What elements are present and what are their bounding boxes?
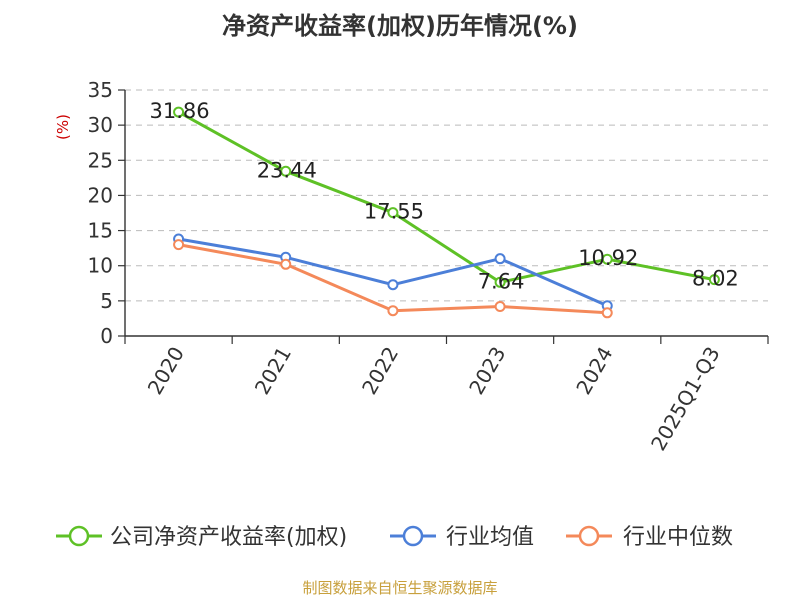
legend-marker <box>402 525 424 547</box>
series-0-point-2024 <box>601 253 613 265</box>
x-tick-label-2022: 2022 <box>357 343 403 399</box>
series-2-point-2023 <box>494 300 506 312</box>
series-2-point-2024 <box>601 307 613 319</box>
series-line-0 <box>177 110 715 284</box>
legend-marker <box>578 525 600 547</box>
y-tick-label-0: 0 <box>100 324 113 348</box>
series-0-point-2023 <box>494 276 506 288</box>
x-tick-label-2021: 2021 <box>250 343 296 399</box>
series-0-point-2022 <box>387 207 399 219</box>
series-2-point-2022 <box>387 305 399 317</box>
y-tick-label-35: 35 <box>88 78 113 102</box>
series-2-point-2020 <box>173 239 185 251</box>
chart-title: 净资产收益率(加权)历年情况(%) <box>222 12 578 40</box>
legend-marker <box>68 525 90 547</box>
legend-item-2: 行业中位数 <box>566 525 733 550</box>
y-axis-unit: (%) <box>54 114 72 140</box>
legend-item-0: 公司净资产收益率(加权) <box>56 525 347 550</box>
data-label-2023: 7.64 <box>478 269 525 293</box>
series-0-point-2020 <box>173 106 185 118</box>
grid-lines <box>125 89 768 302</box>
y-tick-label-30: 30 <box>88 113 113 137</box>
series-lines <box>173 106 720 319</box>
y-tick-label-15: 15 <box>88 219 113 243</box>
x-tick-label-2020: 2020 <box>143 343 189 399</box>
data-label-2020: 31.86 <box>150 99 210 123</box>
legend: 公司净资产收益率(加权) 行业均值 行业中位数 <box>56 525 733 550</box>
y-tick-label-5: 5 <box>100 289 113 313</box>
series-2-point-2021 <box>280 258 292 270</box>
y-tick-label-20: 20 <box>88 183 113 207</box>
axes: 0 5 10 15 20 25 30 35 2020 2021 2022 2023 2024 2025Q1… <box>88 78 769 455</box>
x-tick-label-2023: 2023 <box>464 343 510 399</box>
y-tick-label-10: 10 <box>88 254 113 278</box>
x-tick-label-2024: 2024 <box>571 343 617 399</box>
legend-label: 行业中位数 <box>623 525 733 550</box>
legend-item-1: 行业均值 <box>390 525 534 550</box>
series-0-point-2025Q1-Q3 <box>708 274 720 286</box>
data-label-2021: 23.44 <box>257 158 317 182</box>
legend-label: 行业均值 <box>446 525 534 550</box>
data-label-2022: 17.55 <box>364 200 424 224</box>
legend-label: 公司净资产收益率(加权) <box>110 525 347 550</box>
y-tick-label-25: 25 <box>88 148 113 172</box>
series-1-point-2023 <box>494 253 506 265</box>
series-1-point-2022 <box>387 279 399 291</box>
data-label-2025Q1-Q3: 8.02 <box>692 267 739 291</box>
source-note: 制图数据来自恒生聚源数据库 <box>302 579 497 597</box>
data-label-2024: 10.92 <box>578 246 638 270</box>
series-0-point-2021 <box>280 165 292 177</box>
data-labels: 31.86 23.44 17.55 7.64 10.92 8.02 <box>150 99 739 293</box>
x-tick-label-2025Q1-Q3: 2025Q1-Q3 <box>646 343 725 455</box>
